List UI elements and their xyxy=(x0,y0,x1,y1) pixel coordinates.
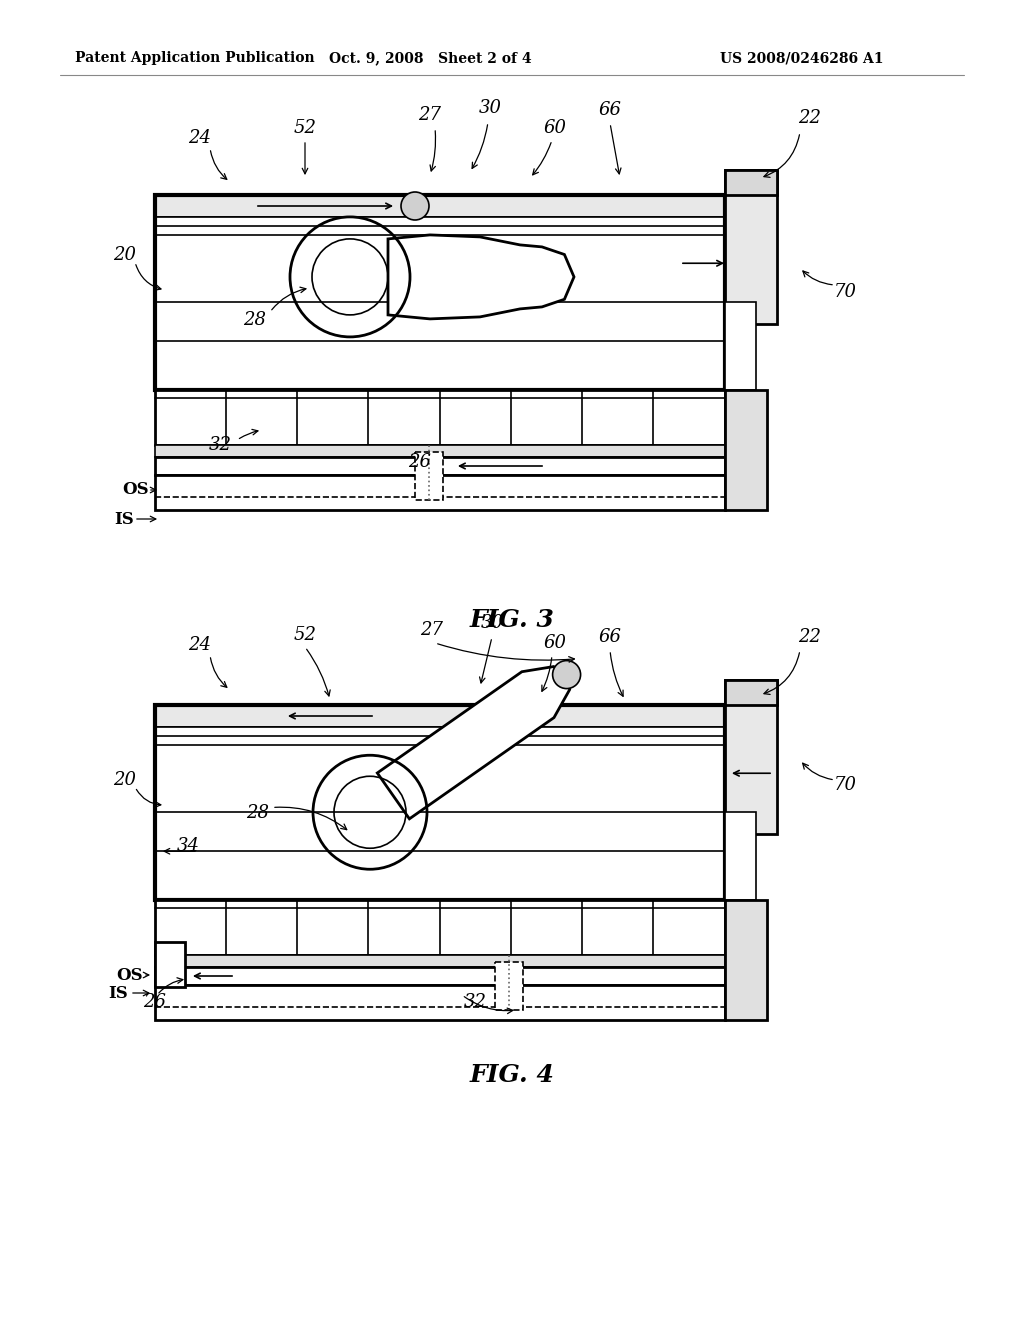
Bar xyxy=(155,195,725,389)
Bar xyxy=(725,302,756,389)
Text: 27: 27 xyxy=(419,106,441,124)
Bar xyxy=(155,968,725,985)
Polygon shape xyxy=(377,667,569,818)
Bar xyxy=(155,900,725,954)
Text: US 2008/0246286 A1: US 2008/0246286 A1 xyxy=(720,51,884,65)
Text: 66: 66 xyxy=(598,102,622,119)
Text: FIG. 3: FIG. 3 xyxy=(470,609,554,632)
Text: 34: 34 xyxy=(176,837,200,855)
Circle shape xyxy=(401,191,429,220)
Bar xyxy=(155,389,725,445)
Text: OS: OS xyxy=(117,966,143,983)
Bar xyxy=(725,900,767,1020)
Text: 20: 20 xyxy=(114,246,136,264)
Text: 32: 32 xyxy=(464,993,486,1011)
Text: Oct. 9, 2008   Sheet 2 of 4: Oct. 9, 2008 Sheet 2 of 4 xyxy=(329,51,531,65)
Bar xyxy=(155,195,725,216)
Bar xyxy=(155,705,725,900)
Text: 28: 28 xyxy=(244,312,266,329)
Bar xyxy=(155,475,725,510)
Text: IS: IS xyxy=(109,985,128,1002)
Bar xyxy=(155,457,725,475)
Text: 27: 27 xyxy=(421,620,443,639)
Text: 70: 70 xyxy=(834,282,856,301)
Text: 22: 22 xyxy=(799,110,821,127)
Text: 28: 28 xyxy=(247,804,269,821)
Bar xyxy=(725,389,767,510)
Bar xyxy=(725,680,777,705)
Bar xyxy=(495,962,523,1010)
Text: 52: 52 xyxy=(294,119,316,137)
Bar xyxy=(155,942,185,987)
Text: Patent Application Publication: Patent Application Publication xyxy=(75,51,314,65)
Bar xyxy=(155,445,725,457)
Bar xyxy=(155,705,725,727)
Polygon shape xyxy=(388,235,574,319)
Text: 20: 20 xyxy=(114,771,136,789)
Circle shape xyxy=(553,660,581,689)
Text: 30: 30 xyxy=(478,99,502,117)
Text: 32: 32 xyxy=(209,436,231,454)
Text: 60: 60 xyxy=(544,119,566,137)
Bar xyxy=(725,680,777,834)
Text: 52: 52 xyxy=(294,626,316,644)
Text: 26: 26 xyxy=(143,993,167,1011)
Bar xyxy=(155,727,725,744)
Bar xyxy=(725,170,777,195)
Bar xyxy=(155,216,725,235)
Text: 24: 24 xyxy=(188,129,212,147)
Bar xyxy=(725,170,777,325)
Bar xyxy=(155,985,725,1020)
Text: 26: 26 xyxy=(409,453,431,471)
Text: FIG. 4: FIG. 4 xyxy=(470,1063,554,1086)
Text: 22: 22 xyxy=(799,628,821,645)
Text: OS: OS xyxy=(123,482,150,499)
Bar xyxy=(725,812,756,900)
Text: 66: 66 xyxy=(598,628,622,645)
Text: IS: IS xyxy=(114,511,134,528)
Text: 30: 30 xyxy=(480,614,504,632)
Text: 24: 24 xyxy=(188,636,212,653)
Bar xyxy=(155,954,725,968)
Text: 60: 60 xyxy=(544,634,566,652)
Bar xyxy=(415,451,443,500)
Text: 70: 70 xyxy=(834,776,856,795)
